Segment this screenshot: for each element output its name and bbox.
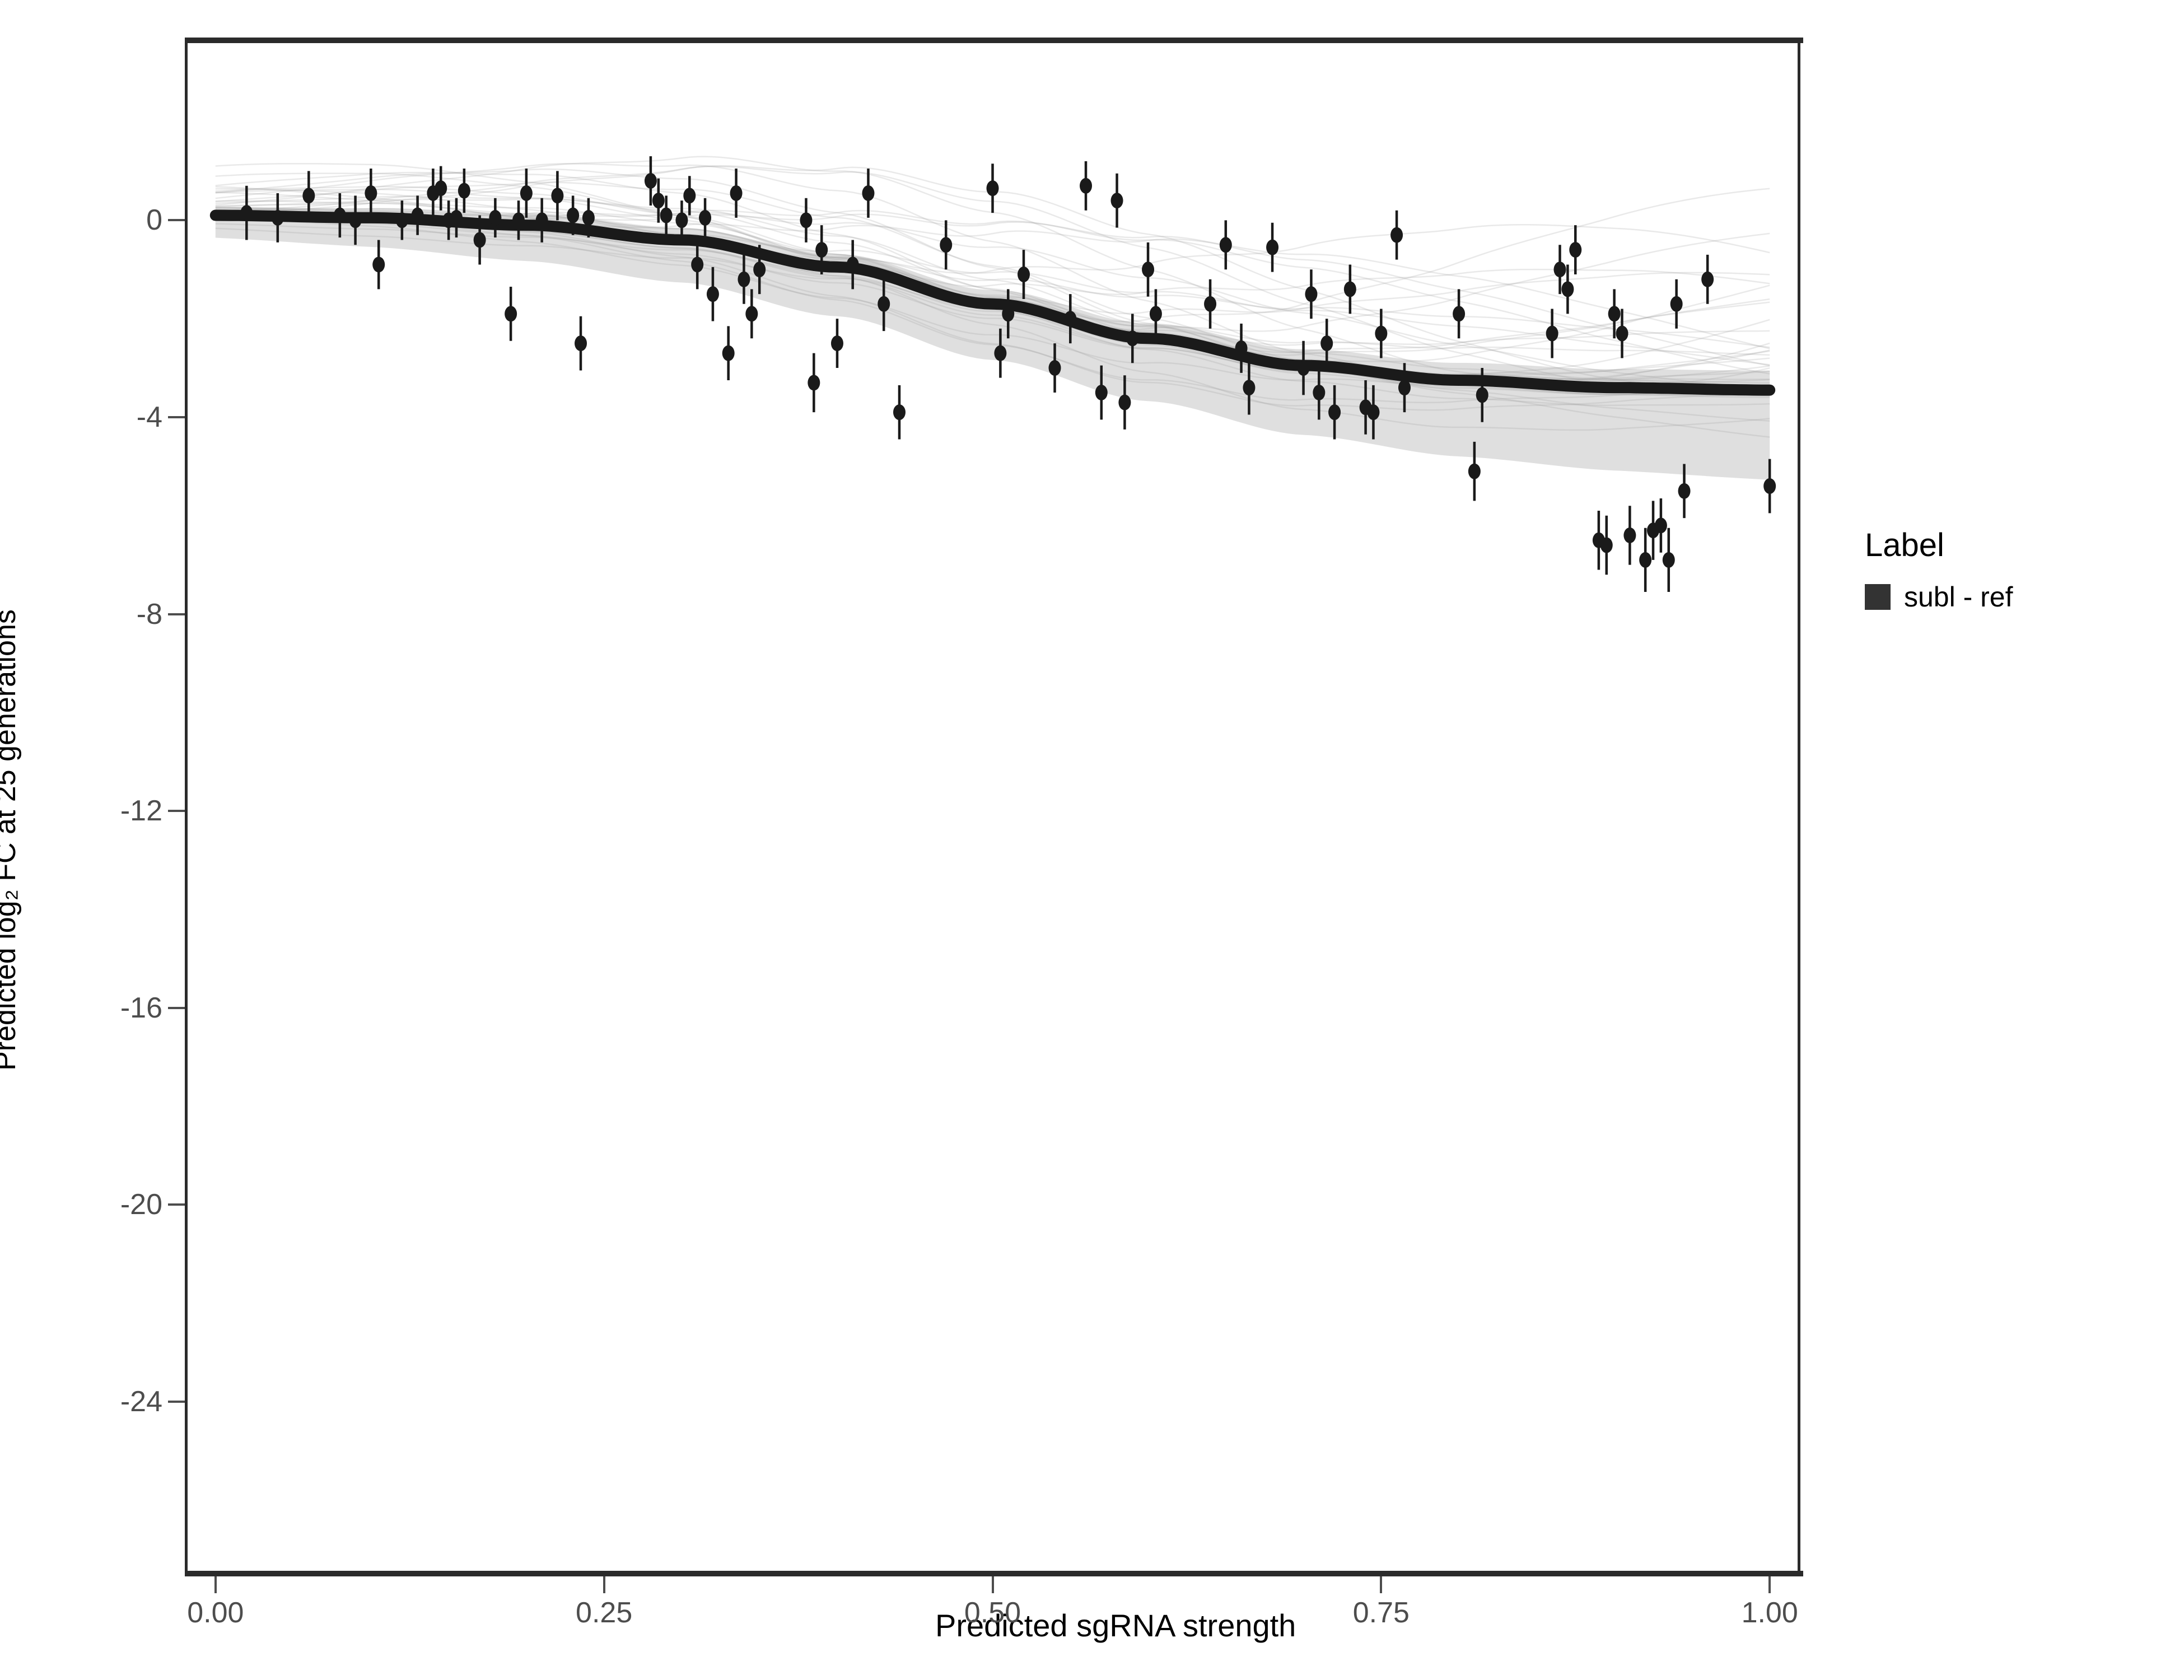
- data-point-22[interactable]: [575, 316, 587, 371]
- data-point-16[interactable]: [505, 287, 517, 341]
- x-tick-label-0.25: 0.25: [559, 1596, 649, 1630]
- y-tick-mark: [168, 219, 185, 221]
- x-tick-label-1.00: 1.00: [1725, 1596, 1814, 1630]
- y-tick-label--8: -8: [84, 598, 162, 631]
- y-tick-mark: [168, 1401, 185, 1403]
- data-point-63[interactable]: [1266, 223, 1278, 272]
- data-point-87[interactable]: [1639, 528, 1651, 592]
- y-tick-label--4: -4: [84, 400, 162, 434]
- y-tick-mark: [168, 1007, 185, 1009]
- legend-swatch-subl-ref: [1865, 584, 1891, 610]
- y-tick-mark: [168, 416, 185, 418]
- x-tick-mark: [1380, 1576, 1382, 1593]
- data-point-44[interactable]: [893, 385, 906, 440]
- plot-data-group: [216, 156, 1776, 592]
- legend-title: Label: [1865, 526, 2145, 564]
- data-point-73[interactable]: [1390, 211, 1403, 260]
- x-tick-label-0.50: 0.50: [948, 1596, 1038, 1630]
- data-point-46[interactable]: [987, 164, 999, 213]
- x-tick-mark: [214, 1576, 217, 1593]
- data-point-78[interactable]: [1546, 309, 1558, 358]
- y-tick-label--12: -12: [84, 794, 162, 828]
- data-point-89[interactable]: [1655, 498, 1667, 553]
- x-tick-mark: [603, 1576, 605, 1593]
- y-axis-title: Predicted log₂ FC at 25 generations: [0, 609, 22, 1071]
- data-point-40[interactable]: [831, 319, 843, 368]
- data-point-57[interactable]: [1142, 242, 1154, 297]
- data-point-69[interactable]: [1344, 264, 1356, 314]
- data-point-59[interactable]: [1204, 279, 1216, 329]
- y-tick-label--24: -24: [84, 1385, 162, 1418]
- y-tick-mark: [168, 613, 185, 615]
- y-tick-mark: [168, 1203, 185, 1206]
- data-point-37[interactable]: [800, 198, 812, 242]
- data-point-91[interactable]: [1670, 279, 1683, 329]
- x-tick-mark: [1768, 1576, 1771, 1593]
- legend-box: Label subl - ref: [1865, 526, 2145, 613]
- data-point-54[interactable]: [1111, 174, 1123, 228]
- data-point-52[interactable]: [1080, 161, 1092, 211]
- data-point-93[interactable]: [1701, 255, 1714, 304]
- data-point-38[interactable]: [808, 353, 820, 412]
- legend-label-subl-ref: subl - ref: [1904, 581, 2013, 613]
- data-point-90[interactable]: [1663, 528, 1675, 592]
- y-tick-label-0: 0: [84, 203, 162, 237]
- chart-root: Predicted log₂ FC at 25 generations Pred…: [0, 0, 2184, 1680]
- data-point-45[interactable]: [940, 220, 952, 269]
- data-point-32[interactable]: [722, 326, 735, 380]
- data-point-86[interactable]: [1623, 506, 1636, 564]
- data-point-65[interactable]: [1305, 269, 1317, 319]
- data-point-81[interactable]: [1569, 225, 1581, 274]
- y-tick-label--16: -16: [84, 991, 162, 1025]
- x-tick-mark: [992, 1576, 994, 1593]
- y-tick-mark: [168, 810, 185, 812]
- x-tick-label-0.00: 0.00: [171, 1596, 260, 1630]
- y-tick-label--20: -20: [84, 1188, 162, 1221]
- legend-item-subl-ref[interactable]: subl - ref: [1865, 581, 2145, 613]
- data-point-83[interactable]: [1600, 516, 1613, 575]
- data-point-49[interactable]: [1018, 250, 1030, 299]
- x-tick-label-0.75: 0.75: [1336, 1596, 1426, 1630]
- scatter-plot-svg: [185, 39, 1800, 1574]
